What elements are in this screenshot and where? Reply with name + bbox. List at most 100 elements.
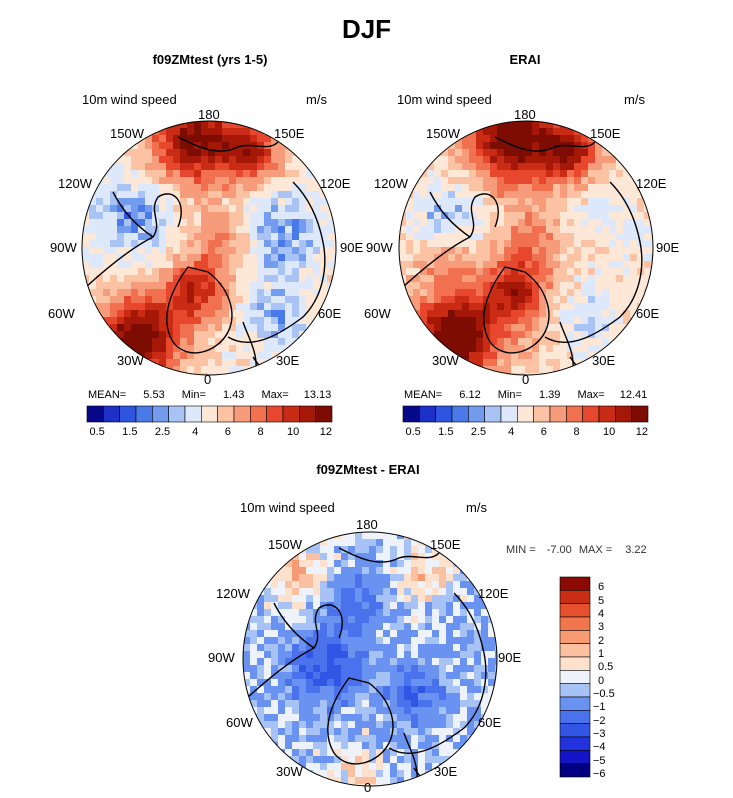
field-cell xyxy=(518,310,526,318)
field-cell xyxy=(138,149,146,157)
colorbar-tick-label: 4 xyxy=(192,426,199,438)
field-cell xyxy=(539,142,547,150)
field-cell xyxy=(474,672,482,680)
field-cell xyxy=(264,651,272,659)
field-cell xyxy=(285,616,293,624)
field-cell xyxy=(574,205,582,213)
field-cell xyxy=(481,686,489,694)
field-cell xyxy=(278,268,286,276)
field-cell xyxy=(285,303,293,311)
field-cell xyxy=(145,268,153,276)
field-cell xyxy=(124,282,132,290)
field-cell xyxy=(455,163,463,171)
field-cell xyxy=(574,184,582,192)
field-cell xyxy=(390,714,398,722)
field-cell xyxy=(299,198,307,206)
field-cell xyxy=(299,602,307,610)
field-cell xyxy=(469,170,477,178)
field-cell xyxy=(376,637,384,645)
field-cell xyxy=(455,261,463,269)
field-cell xyxy=(495,665,497,673)
field-cell xyxy=(355,679,363,687)
field-cell xyxy=(553,261,561,269)
field-cell xyxy=(432,567,440,575)
field-cell xyxy=(399,261,407,269)
field-cell xyxy=(236,247,244,255)
field-cell xyxy=(418,777,426,785)
field-cell xyxy=(497,261,505,269)
field-cell xyxy=(490,359,498,367)
field-cell xyxy=(532,163,540,171)
map-boundary xyxy=(398,120,654,376)
field-cell xyxy=(434,240,442,248)
field-cell xyxy=(462,254,470,262)
field-cell xyxy=(229,121,237,129)
colorbar-tick-label: 1.5 xyxy=(438,426,454,438)
field-cell xyxy=(313,651,321,659)
field-cell xyxy=(159,233,167,241)
lon-label-90e: 90E xyxy=(656,240,680,255)
field-cell xyxy=(383,686,391,694)
field-cell xyxy=(411,679,419,687)
field-cell xyxy=(292,553,300,561)
field-cell xyxy=(299,275,307,283)
field-cell xyxy=(497,345,505,353)
field-cell xyxy=(467,644,475,652)
field-cell xyxy=(581,170,589,178)
field-cell xyxy=(299,177,307,185)
field-cell xyxy=(490,317,498,325)
field-cell xyxy=(448,317,456,325)
field-cell xyxy=(271,226,279,234)
field-cell xyxy=(460,714,468,722)
field-cell xyxy=(355,623,363,631)
field-cell xyxy=(413,289,421,297)
field-cell xyxy=(418,609,426,617)
lon-label-150w: 150W xyxy=(110,126,144,141)
field-cell xyxy=(637,282,645,290)
field-cell xyxy=(96,226,104,234)
field-cell xyxy=(362,749,370,757)
field-cell xyxy=(117,275,125,283)
field-cell xyxy=(145,296,153,304)
field-cell xyxy=(560,310,568,318)
field-cell xyxy=(313,714,321,722)
colorbar-swatch xyxy=(103,405,120,423)
field-cell xyxy=(222,128,230,136)
field-cell xyxy=(553,212,561,220)
field-cell xyxy=(560,359,568,367)
field-cell xyxy=(511,233,519,241)
field-cell xyxy=(348,679,356,687)
field-cell xyxy=(320,212,328,220)
field-cell xyxy=(553,135,561,143)
field-cell xyxy=(327,553,335,561)
field-cell xyxy=(448,296,456,304)
field-cell xyxy=(117,324,125,332)
field-cell xyxy=(574,261,582,269)
field-cell xyxy=(497,170,505,178)
field-cell xyxy=(420,289,428,297)
field-cell xyxy=(278,170,286,178)
field-cell xyxy=(236,275,244,283)
field-cell xyxy=(567,289,575,297)
field-cell xyxy=(483,303,491,311)
field-cell xyxy=(390,560,398,568)
field-cell xyxy=(138,310,146,318)
field-cell xyxy=(439,567,447,575)
field-cell xyxy=(250,324,258,332)
field-cell xyxy=(159,156,167,164)
field-cell xyxy=(362,588,370,596)
mean-value: 6.12 xyxy=(459,389,481,401)
field-cell xyxy=(208,338,216,346)
field-cell xyxy=(320,651,328,659)
field-cell xyxy=(313,560,321,568)
field-cell xyxy=(390,784,398,786)
field-cell xyxy=(397,707,405,715)
field-cell xyxy=(215,240,223,248)
field-cell xyxy=(441,170,449,178)
field-cell xyxy=(539,317,547,325)
field-cell xyxy=(131,331,139,339)
field-cell xyxy=(313,184,321,192)
field-cell xyxy=(469,296,477,304)
field-cell xyxy=(553,247,561,255)
field-cell xyxy=(250,170,258,178)
